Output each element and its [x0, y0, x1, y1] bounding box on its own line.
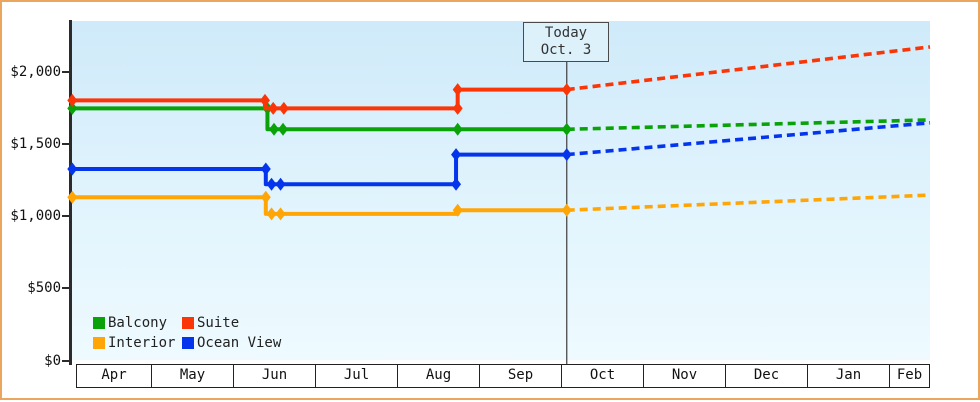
legend: Balcony Suite Interior Ocean View	[93, 313, 281, 353]
month-cell: Jun	[233, 365, 315, 387]
y-tick-mark	[62, 359, 70, 362]
y-tick-label: $2,000	[10, 63, 61, 80]
y-tick-mark	[62, 142, 70, 145]
interior-swatch-icon	[93, 337, 105, 349]
legend-label: Suite	[197, 315, 240, 331]
y-tick-label: $1,500	[10, 135, 61, 152]
today-label: Today	[544, 25, 588, 41]
y-tick-label: $500	[27, 280, 61, 297]
y-tick-mark	[62, 215, 70, 217]
legend-row: Interior Ocean View	[93, 333, 281, 353]
suite-swatch-icon	[182, 317, 194, 329]
month-cell: Jan	[807, 365, 889, 387]
ocean-view-swatch-icon	[182, 337, 194, 349]
legend-item-interior: Interior	[93, 335, 182, 351]
legend-label: Balcony	[108, 315, 168, 331]
month-axis: Apr May Jun Jul Aug Sep Oct Nov Dec Jan Feb	[76, 364, 930, 388]
month-cell: Sep	[479, 365, 561, 387]
legend-label: Ocean View	[197, 335, 282, 351]
legend-label: Interior	[108, 335, 176, 351]
month-cell: Apr	[76, 365, 151, 387]
month-cell: Dec	[725, 365, 807, 387]
today-label-box: Today Oct. 3	[523, 22, 609, 62]
month-cell: Feb	[889, 365, 930, 387]
month-cell: Nov	[643, 365, 725, 387]
legend-item-balcony: Balcony	[93, 315, 182, 331]
y-tick-mark	[62, 70, 70, 73]
month-cell: May	[151, 365, 233, 387]
month-cell: Oct	[561, 365, 643, 387]
month-cell: Jul	[315, 365, 397, 387]
legend-row: Balcony Suite	[93, 313, 271, 333]
today-date: Oct. 3	[540, 42, 592, 58]
y-tick-label: $0	[44, 352, 61, 369]
balcony-swatch-icon	[93, 317, 105, 329]
y-tick-label: $1,000	[10, 208, 61, 224]
y-tick-mark	[62, 287, 70, 290]
legend-item-ocean-view: Ocean View	[182, 335, 281, 351]
plot-area	[72, 21, 930, 360]
month-cell: Aug	[397, 365, 479, 387]
legend-item-suite: Suite	[182, 315, 271, 331]
